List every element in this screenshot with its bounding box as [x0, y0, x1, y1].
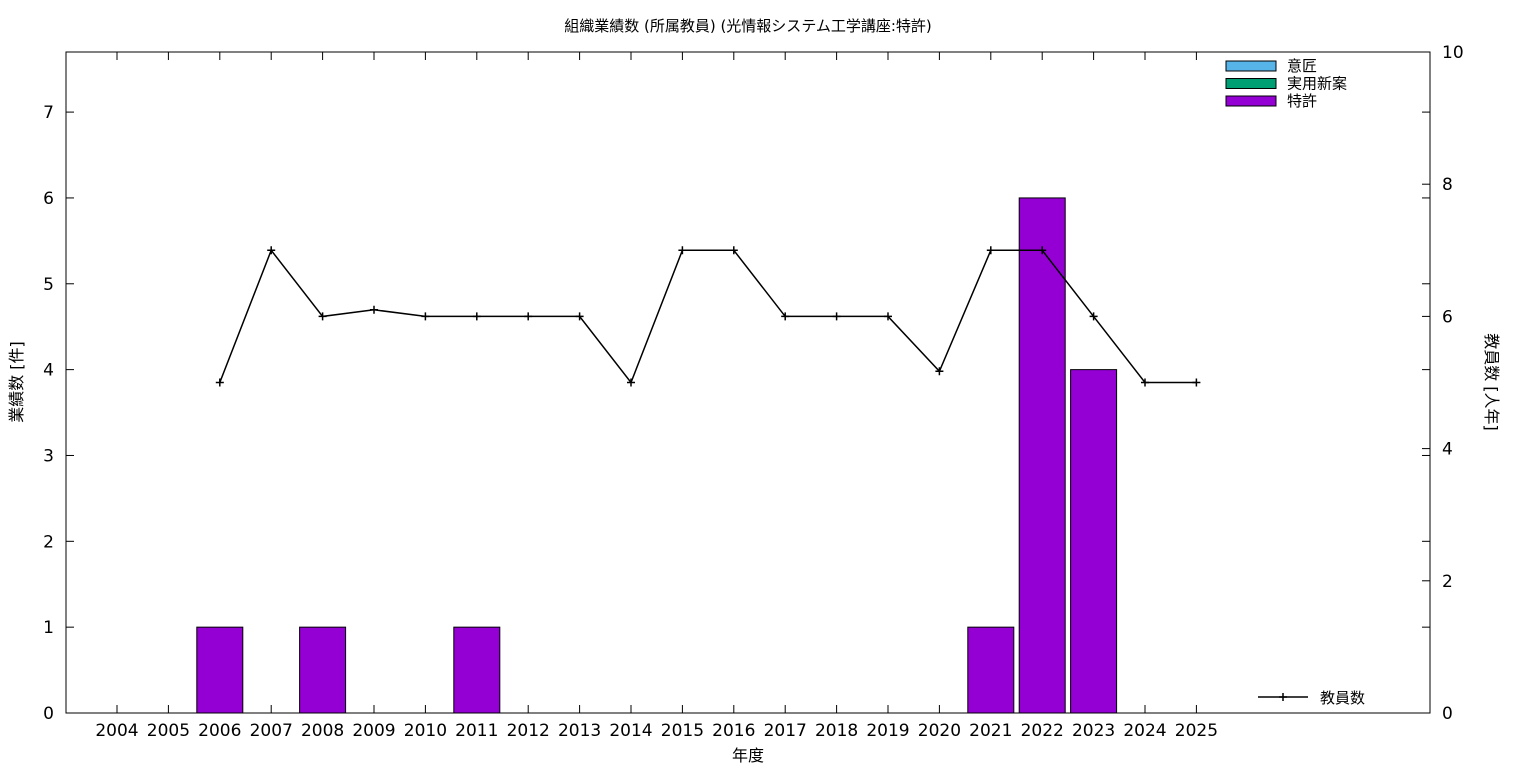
x-tick-label: 2015 — [661, 721, 704, 741]
y-axis-title: 業績数 [件] — [7, 341, 26, 423]
y2-axis-title: 教員数 [人年] — [1482, 333, 1501, 431]
y2-tick-label: 10 — [1442, 43, 1464, 63]
legend-swatch-意匠 — [1225, 60, 1277, 72]
line-point-教員数 — [1089, 312, 1098, 321]
line-point-教員数 — [472, 312, 481, 321]
bar-特許-2011 — [453, 626, 501, 714]
chart-title: 組織業績数 (所属教員) (光情報システム工学講座:特許) — [564, 17, 932, 35]
bar-特許-2006 — [196, 626, 244, 714]
x-tick-label: 2012 — [507, 721, 550, 741]
line-point-教員数 — [421, 312, 430, 321]
x-axis-title: 年度 — [732, 746, 764, 765]
legend-swatch-特許 — [1225, 95, 1277, 107]
line-point-教員数 — [832, 312, 841, 321]
bar-特許-2008 — [299, 626, 347, 714]
plot-frame — [65, 51, 1431, 714]
line-point-教員数 — [986, 246, 995, 255]
y2-tick-label: 0 — [1442, 704, 1453, 724]
y-tick-label: 2 — [43, 532, 54, 552]
y2-tick-label: 6 — [1442, 307, 1453, 327]
line-point-教員数 — [318, 312, 327, 321]
line-point-教員数 — [267, 246, 276, 255]
y2-tick-label: 2 — [1442, 572, 1453, 592]
x-tick-label: 2007 — [250, 721, 293, 741]
line-point-教員数 — [370, 305, 378, 314]
line-point-教員数 — [729, 246, 738, 255]
line-point-教員数 — [935, 367, 944, 376]
legend-label-実用新案: 実用新案 — [1287, 75, 1347, 93]
x-tick-label: 2018 — [815, 721, 858, 741]
x-tick-label: 2004 — [95, 721, 138, 741]
line-point-教員数 — [884, 312, 892, 321]
x-tick-label: 2005 — [147, 721, 190, 741]
legend-label-特許: 特許 — [1287, 92, 1317, 110]
line-point-教員数 — [627, 378, 635, 387]
legend-marker-教員数 — [1279, 693, 1287, 701]
x-tick-label: 2017 — [764, 721, 807, 741]
line-point-教員数 — [1038, 246, 1047, 255]
x-tick-label: 2006 — [198, 721, 241, 741]
legend-label-教員数: 教員数 — [1320, 689, 1365, 707]
line-point-教員数 — [781, 312, 790, 321]
x-tick-label: 2008 — [301, 721, 344, 741]
x-tick-label: 2024 — [1123, 721, 1166, 741]
x-tick-label: 2021 — [969, 721, 1012, 741]
line-point-教員数 — [1192, 378, 1201, 387]
x-tick-label: 2010 — [404, 721, 447, 741]
x-tick-label: 2022 — [1021, 721, 1064, 741]
x-tick-label: 2011 — [455, 721, 498, 741]
plot-area: 0 1 2 3 4 5 6 7 0 2 4 6 8 10 2004 2005 2006 2007 2008 2009 2… — [43, 43, 1463, 741]
x-tick-label: 2023 — [1072, 721, 1115, 741]
x-tick-label: 2019 — [866, 721, 909, 741]
bar-特許-2022 — [1018, 197, 1066, 714]
y2-tick-label: 4 — [1442, 440, 1453, 460]
x-tick-label: 2013 — [558, 721, 601, 741]
line-point-教員数 — [215, 378, 224, 387]
line-point-教員数 — [1141, 378, 1149, 387]
y-tick-label: 7 — [43, 103, 54, 123]
y2-tick-label: 8 — [1442, 175, 1453, 195]
x-tick-label: 2020 — [918, 721, 961, 741]
bar-特許-2021 — [967, 626, 1015, 714]
line-point-教員数 — [524, 312, 533, 321]
y-tick-label: 0 — [43, 704, 54, 724]
y-tick-label: 5 — [43, 275, 54, 295]
y-tick-label: 3 — [43, 446, 54, 466]
y-tick-label: 1 — [43, 618, 54, 638]
y-tick-label: 4 — [43, 361, 54, 381]
line-point-教員数 — [575, 312, 584, 321]
x-tick-label: 2014 — [609, 721, 652, 741]
x-tick-label: 2016 — [712, 721, 755, 741]
legend-swatch-実用新案 — [1225, 78, 1277, 89]
line-point-教員数 — [678, 246, 687, 255]
x-tick-label: 2009 — [352, 721, 395, 741]
legend-label-意匠: 意匠 — [1287, 57, 1317, 75]
x-tick-label: 2025 — [1175, 721, 1218, 741]
line-教員数 — [219, 248, 1197, 385]
bar-特許-2023 — [1070, 369, 1118, 714]
y-tick-label: 6 — [43, 189, 54, 209]
